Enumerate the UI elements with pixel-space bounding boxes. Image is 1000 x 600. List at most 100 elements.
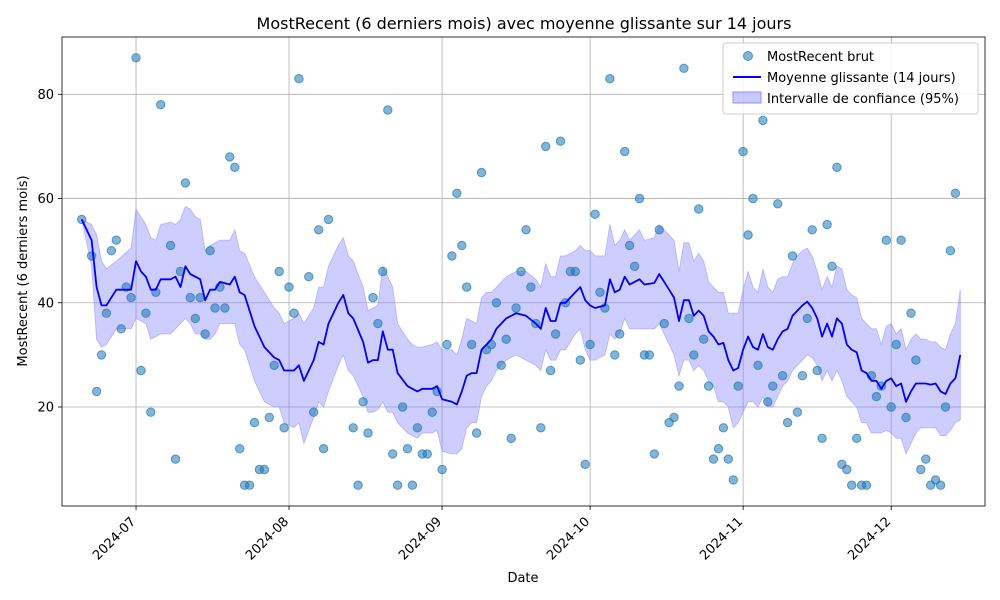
data-point: [407, 480, 418, 490]
data-point: [318, 444, 329, 454]
data-point: [476, 167, 487, 178]
data-point: [383, 105, 393, 115]
data-point: [235, 444, 245, 454]
data-point: [703, 381, 714, 391]
data-point: [595, 287, 605, 297]
data-point: [541, 141, 551, 152]
data-point: [624, 240, 635, 251]
data-point: [950, 188, 961, 199]
data-point: [442, 339, 452, 350]
data-point: [452, 188, 462, 199]
data-point: [190, 313, 201, 324]
data-point: [935, 480, 946, 490]
data-point: [96, 350, 107, 360]
data-point: [881, 235, 891, 245]
data-point: [812, 365, 822, 376]
data-point: [412, 423, 423, 433]
data-point: [373, 318, 383, 329]
data-point: [106, 246, 117, 256]
data-point: [753, 360, 763, 370]
data-point: [797, 371, 808, 381]
data-point: [496, 360, 506, 370]
data-point: [185, 292, 196, 303]
data-point: [264, 412, 274, 423]
data-point: [506, 433, 516, 443]
data-point: [763, 397, 773, 407]
data-point: [141, 308, 151, 318]
data-point: [634, 193, 645, 204]
data-point: [516, 266, 526, 277]
data-point: [378, 266, 388, 277]
data-point: [259, 464, 270, 475]
chart-title: MostRecent (6 derniers mois) avec moyenn…: [257, 14, 792, 33]
legend: MostRecent brut Moyenne glissante (14 jo…: [722, 42, 979, 115]
data-point: [743, 230, 753, 240]
y-tick-label: 20: [37, 400, 54, 415]
data-point: [777, 371, 788, 381]
data-point: [274, 266, 284, 277]
data-point: [832, 162, 842, 173]
legend-label-line: Moyenne glissante (14 jours): [767, 71, 956, 86]
data-point: [817, 433, 827, 443]
data-point: [230, 162, 240, 173]
scatter-points-layer: [77, 53, 961, 490]
y-axis-ticks: 20 40 60 80: [37, 88, 62, 415]
data-point: [427, 407, 437, 417]
data-point: [916, 464, 926, 475]
legend-marker-band: [732, 91, 762, 104]
data-point: [309, 407, 319, 417]
data-point: [896, 235, 906, 245]
data-point: [748, 193, 758, 204]
data-point: [802, 313, 812, 324]
data-point: [901, 412, 911, 423]
data-point: [304, 272, 314, 282]
data-point: [852, 433, 862, 443]
data-point: [620, 146, 630, 157]
data-point: [861, 480, 872, 490]
data-point: [827, 261, 837, 271]
data-point: [358, 397, 368, 407]
data-point: [911, 355, 921, 365]
data-point: [501, 334, 511, 344]
data-point: [733, 381, 743, 391]
data-point: [471, 428, 482, 438]
data-point: [447, 251, 457, 261]
data-point: [708, 454, 719, 464]
data-point: [180, 178, 191, 188]
data-point: [822, 219, 832, 230]
data-point: [545, 365, 556, 376]
data-point: [728, 475, 738, 485]
data-point: [659, 318, 669, 329]
data-point: [402, 444, 413, 454]
data-point: [392, 480, 403, 490]
confidence-band-layer: [81, 205, 961, 455]
moving-average-layer: [80, 219, 962, 406]
data-point: [629, 261, 640, 271]
data-point: [679, 63, 689, 74]
data-point: [146, 407, 156, 417]
data-point: [363, 428, 373, 438]
data-point: [353, 480, 363, 490]
data-point: [615, 329, 625, 339]
data-point: [165, 240, 176, 251]
legend-marker-scatter: [743, 51, 753, 61]
moving-average-line: [80, 219, 962, 406]
data-point: [580, 459, 590, 469]
data-point: [220, 303, 230, 313]
data-point: [694, 204, 704, 214]
data-point: [491, 298, 502, 308]
data-point: [314, 225, 324, 235]
data-point: [348, 423, 358, 433]
data-point: [738, 146, 748, 157]
data-point: [921, 454, 931, 464]
data-point: [758, 115, 768, 126]
data-point: [457, 240, 467, 251]
data-point: [156, 100, 166, 110]
data-point: [649, 449, 659, 459]
y-tick-label: 60: [37, 192, 54, 207]
data-point: [871, 391, 882, 402]
data-point: [550, 329, 561, 339]
data-point: [674, 381, 684, 391]
data-point: [422, 449, 432, 459]
y-tick-label: 40: [37, 296, 54, 311]
